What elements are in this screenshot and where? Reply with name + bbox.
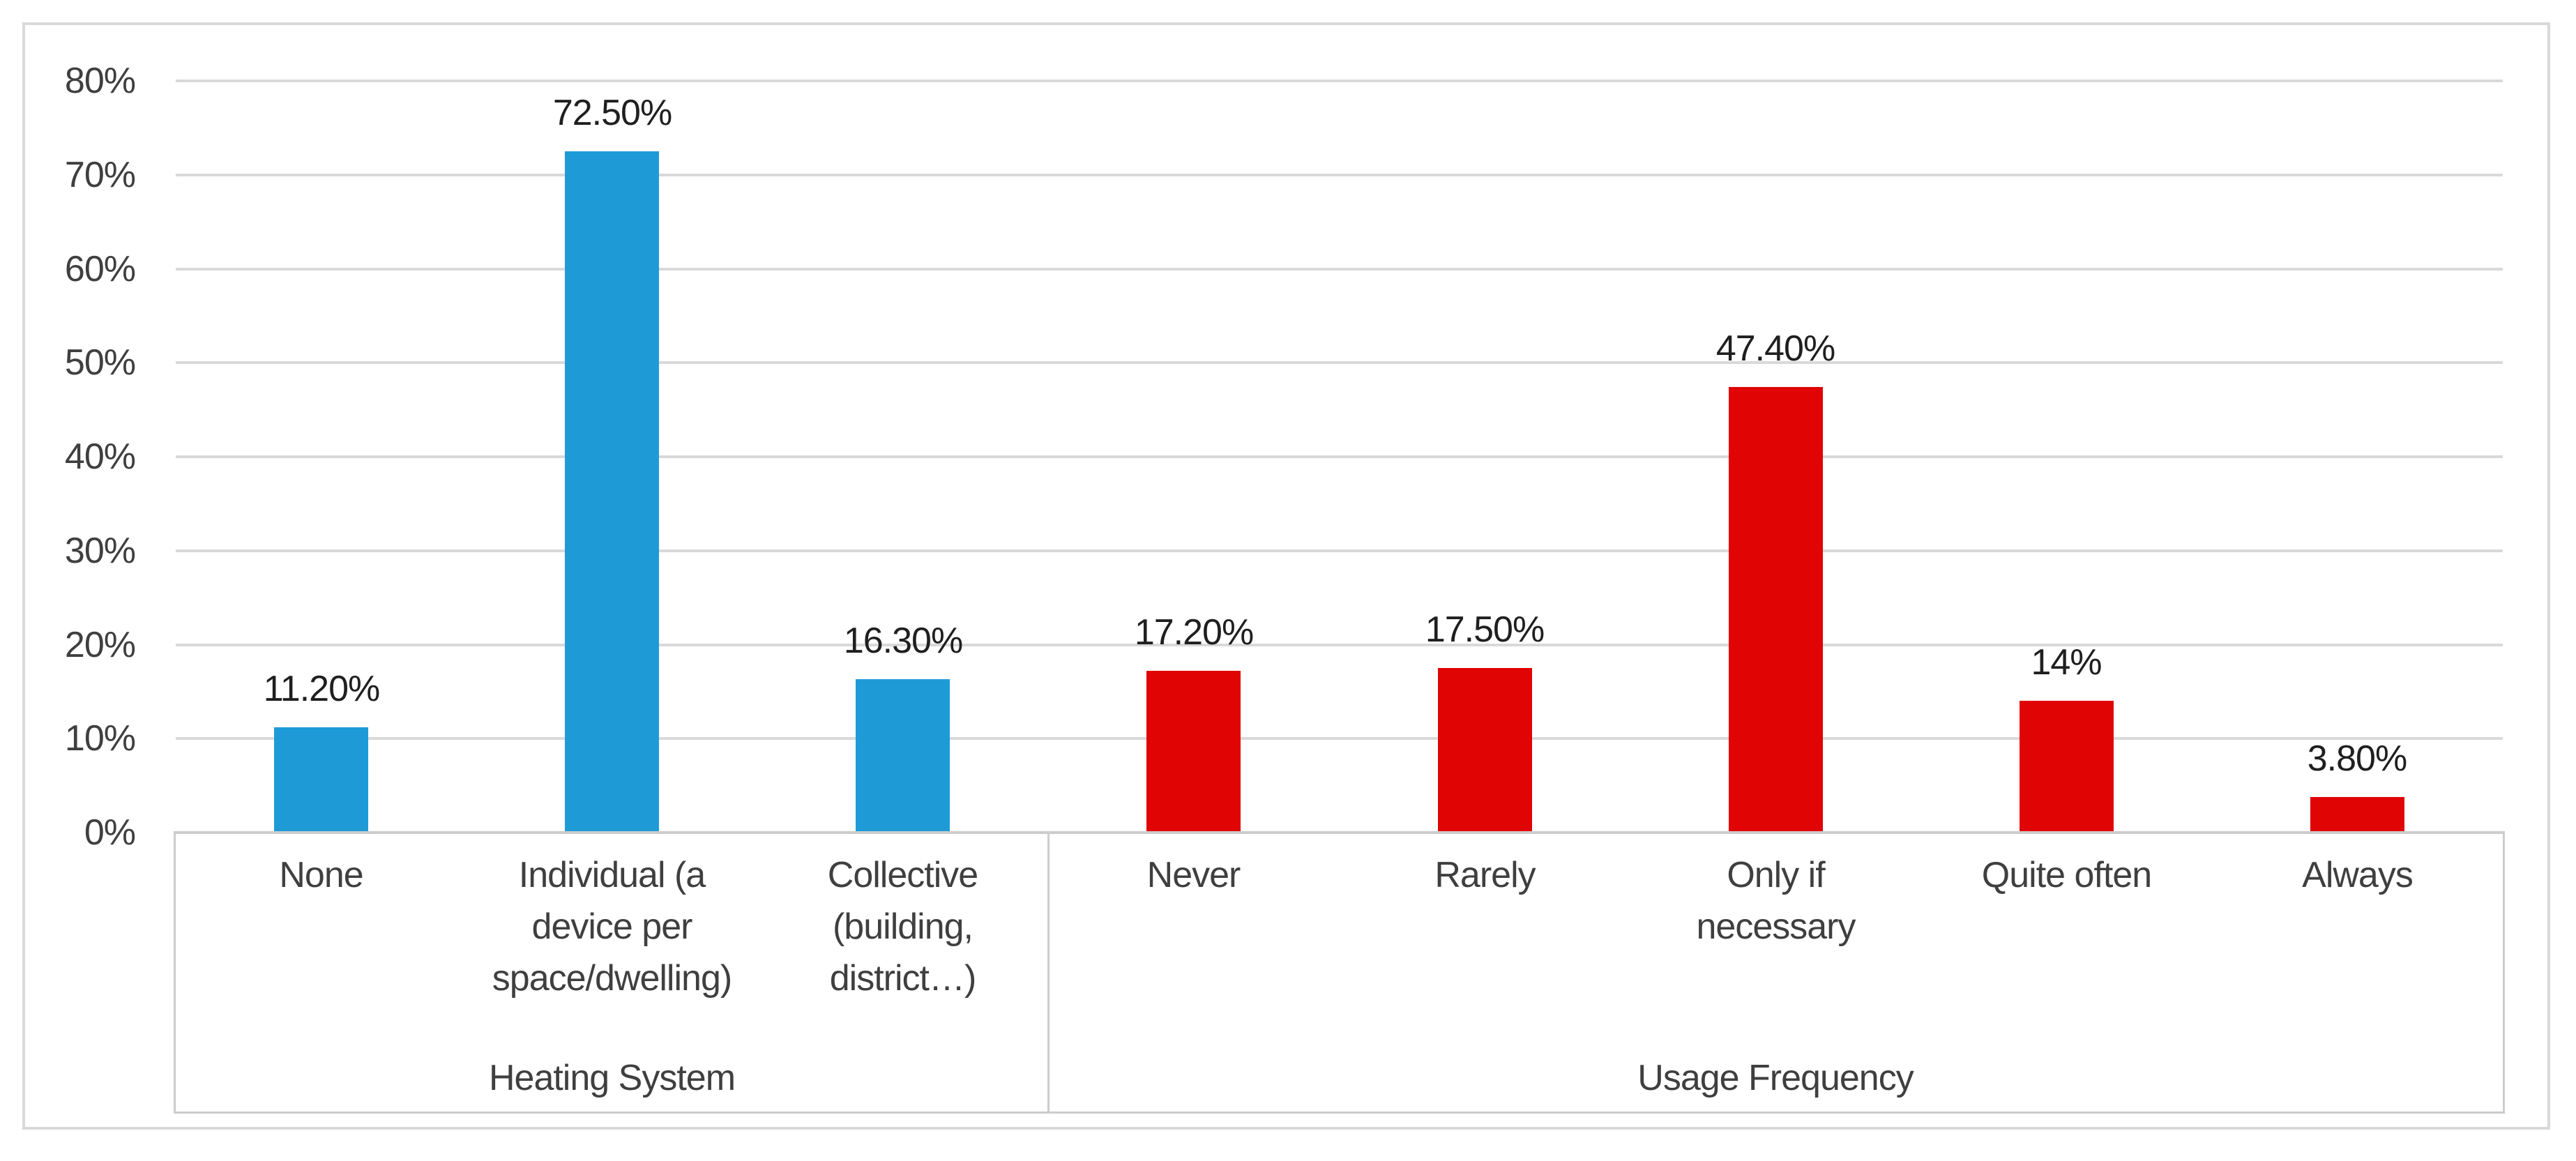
y-tick-label: 20%	[64, 625, 136, 665]
chart-frame: 80% 70% 60% 50% 40% 30% 20% 10% 0% 11.20% 72.50% 1…	[22, 22, 2550, 1130]
y-tick-label: 40%	[64, 437, 136, 477]
bar	[274, 727, 368, 833]
gridline	[176, 455, 2503, 458]
y-tick-label: 10%	[64, 718, 136, 759]
category-label: Never	[1146, 855, 1241, 895]
category-label: Quite often	[1981, 855, 2152, 895]
gridline	[176, 644, 2503, 646]
data-label: 17.50%	[1425, 609, 1545, 650]
data-label: 11.20%	[263, 669, 381, 709]
gridline	[176, 268, 2503, 271]
data-label: 16.30%	[843, 621, 963, 661]
gridline	[176, 79, 2503, 82]
category-label: Rarely	[1434, 855, 1536, 895]
y-tick-label: 80%	[64, 61, 136, 101]
bar	[1438, 668, 1532, 833]
y-tick-label: 60%	[64, 249, 136, 289]
category-label: Collective (building, district…)	[827, 855, 978, 999]
y-tick-label: 30%	[64, 531, 136, 571]
bar	[2310, 797, 2404, 833]
data-label: 47.40%	[1715, 328, 1835, 369]
data-label: 17.20%	[1134, 612, 1254, 653]
bar	[1729, 387, 1823, 833]
y-tick-label: 50%	[64, 342, 136, 383]
gridline	[176, 174, 2503, 176]
axis-group-label: Usage Frequency	[1637, 1058, 1914, 1098]
gridline	[176, 737, 2503, 740]
data-label: 3.80%	[2307, 738, 2407, 779]
gridline	[176, 549, 2503, 552]
data-label: 14%	[2031, 642, 2102, 683]
axis-group-divider	[1047, 834, 1050, 1112]
category-axis-box	[174, 831, 2505, 1114]
bar	[565, 151, 659, 833]
y-tick-label: 70%	[64, 155, 136, 195]
category-label: Only if necessary	[1696, 855, 1856, 947]
gridline	[176, 361, 2503, 364]
category-label: Individual (a device per space/dwelling)	[492, 855, 732, 999]
bar	[856, 679, 950, 833]
axis-group-label: Heating System	[488, 1058, 736, 1098]
category-label: None	[279, 855, 363, 895]
category-label: Always	[2302, 855, 2414, 895]
bar	[2020, 701, 2114, 833]
bar	[1146, 671, 1241, 833]
data-label: 72.50%	[552, 93, 672, 133]
y-tick-label: 0%	[84, 812, 136, 853]
